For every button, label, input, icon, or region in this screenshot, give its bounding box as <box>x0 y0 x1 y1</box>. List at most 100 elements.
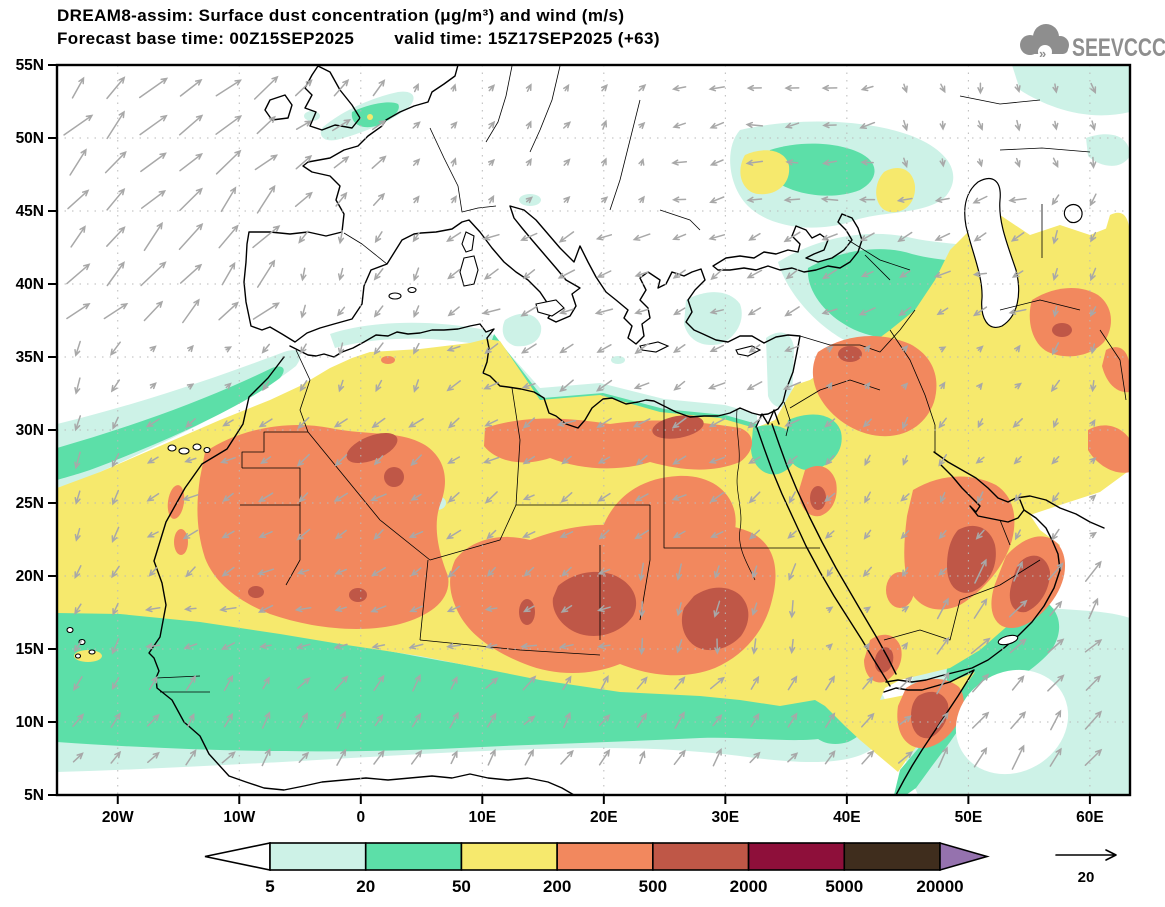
wind-arrow <box>675 563 683 581</box>
wind-arrow <box>673 380 686 391</box>
wind-arrow <box>140 261 167 287</box>
wind-arrow <box>787 675 798 691</box>
wind-arrow <box>976 158 984 168</box>
lat-tick-label: 20N <box>16 568 44 585</box>
wind-arrow <box>179 78 203 97</box>
wind-arrow <box>748 456 761 464</box>
wind-arrow <box>821 308 838 315</box>
wind-arrow <box>112 602 119 616</box>
wind-arrow <box>746 269 763 279</box>
wind-arrow <box>977 418 984 429</box>
seevccc-logo: » SEEVCCC <box>1020 24 1165 62</box>
wind-arrow <box>863 344 871 353</box>
wind-arrow <box>222 492 234 502</box>
wind-arrow <box>144 605 161 613</box>
wind-arrow <box>788 563 797 581</box>
wind-arrow <box>826 381 833 390</box>
wind-arrow <box>710 531 724 538</box>
wind-arrow <box>901 157 909 169</box>
wind-arrow <box>972 270 988 278</box>
wind-arrow <box>750 712 760 728</box>
wind-arrow <box>296 453 310 467</box>
wind-arrow <box>410 454 422 467</box>
wind-arrow <box>595 234 613 241</box>
wind-arrow <box>335 191 348 207</box>
latitude-axis: 55N 50N 45N 40N 35N 30N 25N 20N 15N 10N 5N <box>16 57 57 804</box>
wind-arrow <box>256 568 275 576</box>
wind-arrow <box>1048 562 1064 581</box>
wind-arrow <box>258 530 273 539</box>
wind-arrow <box>106 187 126 211</box>
wind-arrow <box>178 223 204 251</box>
wind-arrow <box>148 675 158 690</box>
lon-tick-label: 30E <box>712 809 740 826</box>
wind-arrow <box>597 642 611 650</box>
wind-arrow <box>334 568 348 575</box>
wind-arrow <box>976 382 983 390</box>
wind-arrow <box>410 749 423 765</box>
wind-arrow <box>863 381 871 390</box>
wind-arrow <box>371 643 386 650</box>
wind-arrow <box>220 186 237 213</box>
wind-arrow <box>558 231 575 243</box>
wind-arrow <box>111 638 120 655</box>
wind-arrow <box>972 195 988 204</box>
wind-arrow <box>373 455 384 466</box>
wind-arrow <box>370 605 387 613</box>
colorbar-label: 500 <box>639 877 667 896</box>
wind-arrow <box>560 492 573 503</box>
colorbar-cell <box>652 842 750 871</box>
wind-arrow <box>672 269 686 279</box>
corsica <box>461 231 475 253</box>
wind-arrow <box>185 749 197 766</box>
wind-arrow <box>223 674 234 692</box>
lat-tick-label: 10N <box>16 714 44 731</box>
wind-arrow <box>110 712 121 728</box>
wind-arrow <box>597 492 611 502</box>
wind-arrow <box>898 306 912 317</box>
wind-arrow <box>140 152 167 173</box>
wind-arrow <box>787 530 797 539</box>
wind-arrow <box>104 150 127 174</box>
wind-arrow <box>863 529 872 540</box>
wind-arrow <box>900 493 910 502</box>
wind-arrow <box>300 267 307 282</box>
wind-arrow <box>973 746 988 768</box>
wind-arrow <box>597 568 611 575</box>
wind-arrow <box>897 751 914 764</box>
wind-arrow <box>558 643 574 650</box>
wind-arrow <box>259 642 272 650</box>
colorbar: 5 20 50 200 500 2000 5000 20000 <box>204 841 990 896</box>
dust-layer-500 <box>248 323 1072 739</box>
wind-arrow <box>67 189 90 210</box>
wind-arrow <box>179 263 203 284</box>
wind-arrow <box>412 267 420 282</box>
wind-arrow <box>748 344 761 353</box>
wind-arrow <box>976 345 984 353</box>
lat-tick-label: 55N <box>16 57 44 74</box>
wind-arrow <box>484 343 499 355</box>
wind-arrow <box>336 748 347 766</box>
wind-arrow <box>334 454 348 467</box>
wind-arrow <box>784 419 800 427</box>
wind-arrow <box>215 115 243 135</box>
wind-arrow <box>149 345 157 353</box>
wind-arrow <box>72 752 84 763</box>
wind-arrow <box>485 677 499 689</box>
wind-arrow <box>1013 560 1023 582</box>
wind-arrow <box>977 82 984 95</box>
wind-arrow <box>712 747 722 767</box>
wind-arrow <box>486 712 497 728</box>
wind-arrow <box>147 751 160 764</box>
wind-arrow <box>713 565 720 579</box>
wind-arrow <box>1047 638 1065 654</box>
wind-arrow <box>933 270 951 278</box>
wind-arrow <box>864 454 871 467</box>
wind-arrow <box>825 346 834 353</box>
wind-arrow <box>446 345 461 352</box>
wind-arrow <box>1089 267 1097 282</box>
coastlines <box>66 65 1105 795</box>
wind-arrow <box>671 196 687 203</box>
wind-arrow <box>750 675 760 690</box>
wind-arrow <box>820 196 839 203</box>
